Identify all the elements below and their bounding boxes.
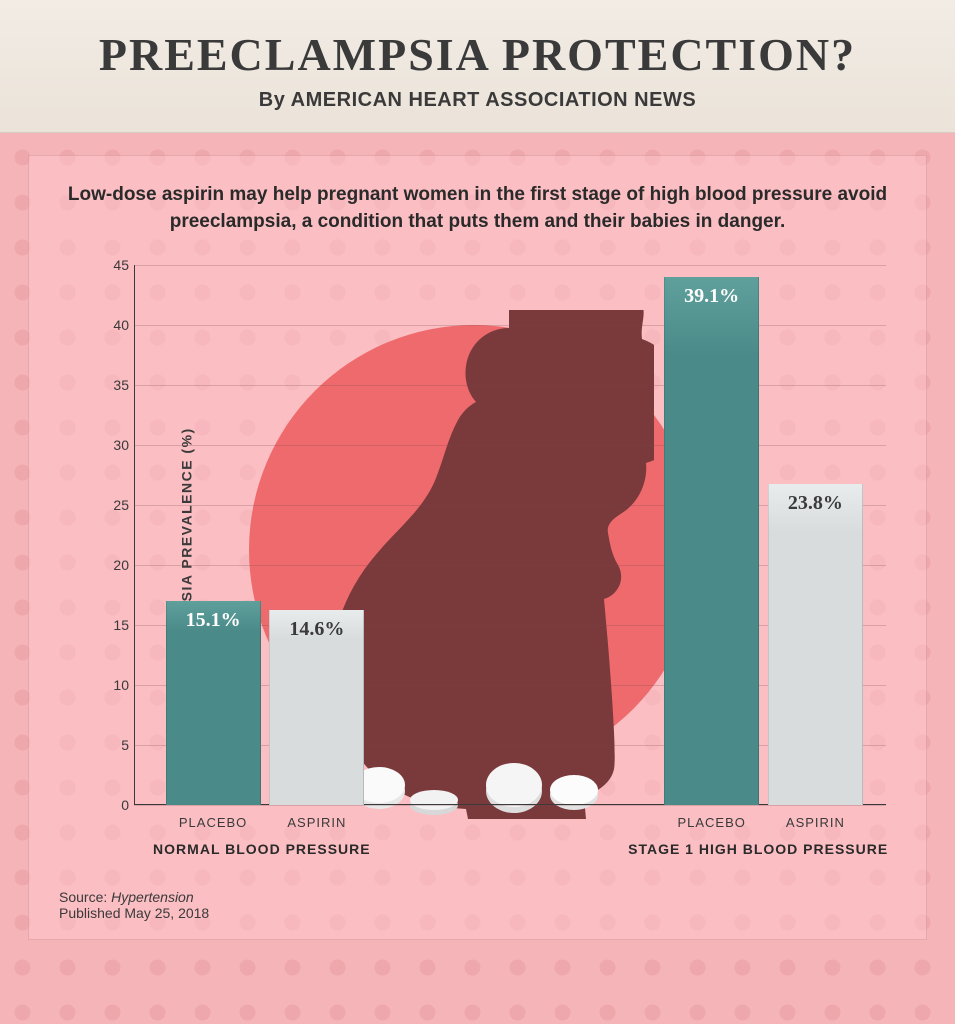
byline: By AMERICAN HEART ASSOCIATION NEWS — [20, 89, 935, 112]
y-tick-label: 45 — [99, 257, 129, 273]
footer-source: Source: Hypertension Published May 25, 2… — [59, 889, 896, 921]
chart-bar: 14.6% — [269, 610, 364, 806]
y-tick-label: 30 — [99, 437, 129, 453]
group-label: STAGE 1 HIGH BLOOD PRESSURE — [628, 841, 888, 857]
chart-bar: 39.1% — [664, 277, 759, 805]
bar-value-label: 14.6% — [270, 618, 363, 641]
source-label: Source: — [59, 889, 111, 905]
header-band: PREECLAMPSIA PROTECTION? By AMERICAN HEA… — [0, 0, 955, 133]
x-tick-label: ASPIRIN — [287, 815, 346, 830]
group-label: NORMAL BLOOD PRESSURE — [153, 841, 371, 857]
gridline — [134, 805, 886, 806]
gridline — [134, 265, 886, 266]
bar-value-label: 39.1% — [665, 285, 758, 308]
published-date: Published May 25, 2018 — [59, 905, 896, 921]
bar-value-label: 15.1% — [167, 609, 260, 632]
bar-chart: PREECLAMPSIA PREVALENCE (%) 051015202530… — [59, 255, 896, 875]
y-tick-label: 15 — [99, 617, 129, 633]
chart-bar: 23.8% — [768, 484, 863, 806]
y-axis-line — [134, 265, 135, 805]
y-tick-label: 25 — [99, 497, 129, 513]
x-tick-label: PLACEBO — [179, 815, 247, 830]
source-name: Hypertension — [111, 889, 194, 905]
gridline — [134, 325, 886, 326]
y-tick-label: 5 — [99, 737, 129, 753]
y-tick-label: 35 — [99, 377, 129, 393]
y-tick-label: 40 — [99, 317, 129, 333]
x-tick-label: ASPIRIN — [786, 815, 845, 830]
chart-plot-area: 05101520253035404515.1%PLACEBO14.6%ASPIR… — [134, 265, 886, 805]
y-tick-label: 20 — [99, 557, 129, 573]
y-tick-label: 10 — [99, 677, 129, 693]
x-tick-label: PLACEBO — [677, 815, 745, 830]
chart-bar: 15.1% — [166, 601, 261, 805]
gridline — [134, 385, 886, 386]
gridline — [134, 445, 886, 446]
description-text: Low-dose aspirin may help pregnant women… — [68, 182, 888, 235]
content-panel: Low-dose aspirin may help pregnant women… — [28, 155, 927, 940]
bar-value-label: 23.8% — [769, 492, 862, 515]
page-title: PREECLAMPSIA PROTECTION? — [20, 28, 935, 81]
y-tick-label: 0 — [99, 797, 129, 813]
